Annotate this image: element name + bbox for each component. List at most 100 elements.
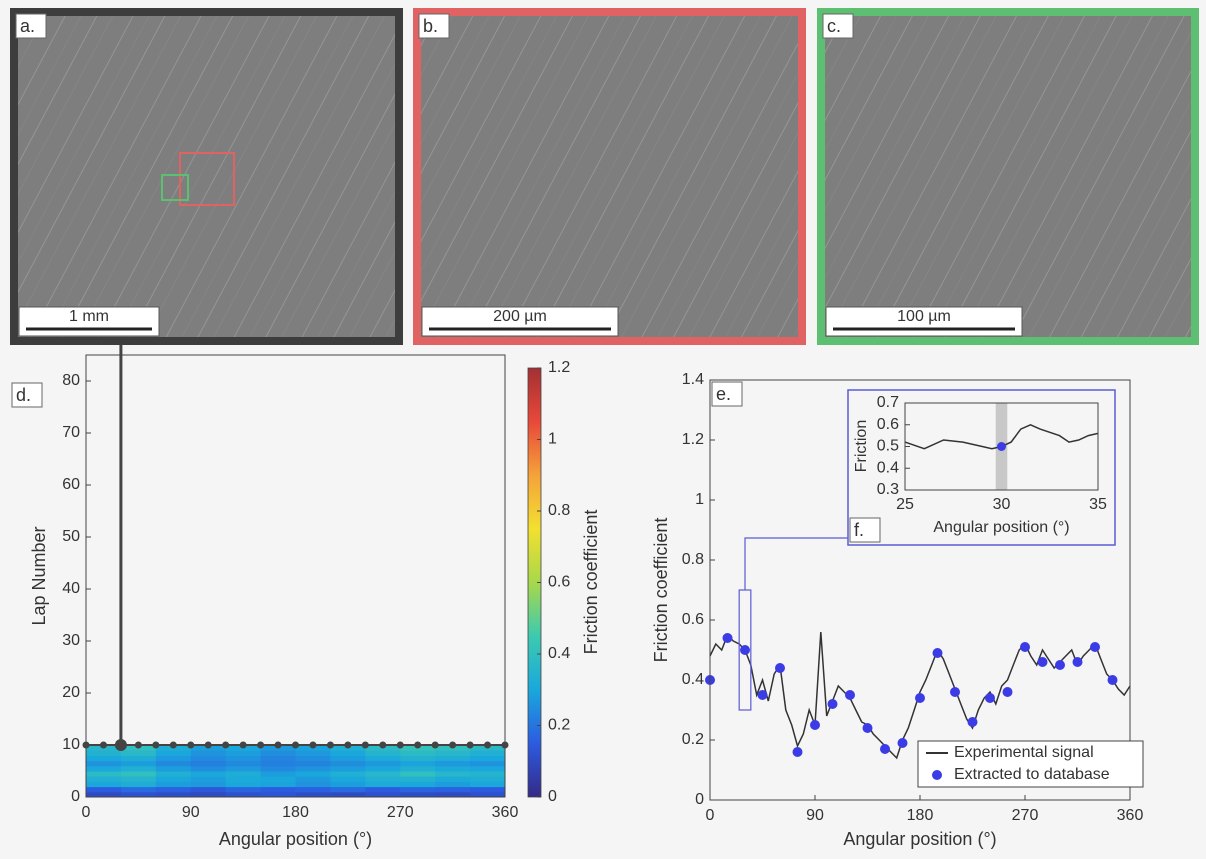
heatmap-cell <box>120 791 157 798</box>
sampled-point <box>169 741 177 749</box>
heatmap-cell <box>120 781 157 788</box>
heatmap-cell <box>190 760 227 767</box>
heatmap-cell <box>365 776 401 782</box>
sampled-point <box>152 741 160 749</box>
zoom-region-c <box>161 174 189 201</box>
heatmap-cell <box>400 755 436 762</box>
heatmap-cell <box>330 791 366 798</box>
sampled-point <box>449 741 457 749</box>
x-axis-label: Angular position (°) <box>933 519 1069 536</box>
heatmap-cell <box>470 791 506 798</box>
heatmap-cell <box>295 776 331 782</box>
heatmap-cell <box>120 750 157 756</box>
heatmap-cell <box>260 771 296 777</box>
extracted-point <box>1020 642 1030 652</box>
scale-bar-label: 200 µm <box>493 308 547 325</box>
y-tick-label: 0.8 <box>682 551 704 568</box>
y-tick-label: 0.6 <box>877 416 899 433</box>
extracted-point <box>827 699 838 709</box>
legend-label: Extracted to database <box>954 766 1110 783</box>
colorbar-tick-label: 0.4 <box>548 645 570 662</box>
heatmap-cell <box>365 771 401 777</box>
sampled-point <box>82 741 90 749</box>
image-border <box>413 8 806 345</box>
extracted-point <box>1090 642 1100 652</box>
sampled-point <box>187 741 195 749</box>
y-tick-label: 10 <box>62 736 80 753</box>
heatmap-cell <box>190 755 227 762</box>
sampled-point <box>274 741 282 749</box>
x-tick-label: 180 <box>907 807 934 824</box>
heatmap-cell <box>470 786 506 793</box>
heatmap-cell <box>86 771 122 777</box>
sampled-point <box>204 741 212 749</box>
heatmap-cell <box>470 781 506 788</box>
colorbar-tick-label: 0 <box>548 788 557 805</box>
scale-bar-box <box>18 306 160 337</box>
heatmap-cell <box>190 786 227 793</box>
heatmap-cell <box>470 760 506 767</box>
heatmap-cell <box>295 755 331 762</box>
heatmap-cell <box>470 755 506 762</box>
extracted-point <box>792 747 803 757</box>
heatmap-cell <box>260 786 296 793</box>
colorbar-tick-label: 0.8 <box>548 502 570 519</box>
heatmap-cell <box>155 786 192 793</box>
heatmap-cell <box>295 786 331 793</box>
heatmap-cell <box>330 781 366 788</box>
heatmap-cell <box>365 765 401 772</box>
y-tick-label: 0.2 <box>682 731 704 748</box>
y-axis-label: Lap Number <box>29 526 49 625</box>
zoom-region-b <box>179 152 235 206</box>
extracted-point <box>845 690 855 700</box>
heatmap-cell <box>155 791 192 798</box>
y-axis-label: Friction <box>853 420 870 472</box>
heatmap-cell <box>155 750 192 756</box>
heatmap-cell <box>86 750 122 756</box>
heatmap-cell <box>400 760 436 767</box>
sampled-point <box>396 741 404 749</box>
heatmap-cell <box>470 771 506 777</box>
heatmap-cell <box>400 786 436 793</box>
heatmap-cell <box>260 760 296 767</box>
sem-texture <box>14 12 399 341</box>
extracted-point <box>985 693 995 703</box>
heatmap-cell <box>435 760 471 767</box>
heatmap-cell <box>190 776 227 782</box>
heatmap-cell <box>260 791 296 798</box>
heatmap-cell <box>330 776 366 782</box>
heatmap-cell <box>295 765 331 772</box>
panel-label: f. <box>854 520 864 540</box>
extracted-point <box>915 693 925 703</box>
y-tick-label: 50 <box>62 528 80 545</box>
y-tick-label: 1.4 <box>682 371 704 388</box>
x-tick-label: 90 <box>182 804 200 821</box>
heatmap-cell <box>155 776 192 782</box>
highlight-point <box>114 739 127 751</box>
scale-bar-label: 100 µm <box>897 308 951 325</box>
extracted-point <box>862 723 873 733</box>
heatmap-cell <box>435 755 471 762</box>
heatmap-cell <box>365 760 401 767</box>
y-tick-label: 0 <box>695 791 704 808</box>
panel-label-box <box>849 517 881 543</box>
heatmap-cell <box>295 771 331 777</box>
heatmap-cell <box>295 750 331 756</box>
sampled-point <box>99 741 107 749</box>
sampled-point <box>466 741 474 749</box>
colorbar-tick-label: 0.2 <box>548 717 570 734</box>
sampled-point <box>501 741 509 749</box>
heatmap-cell <box>190 791 227 798</box>
sem-texture <box>417 12 802 341</box>
heatmap-cell <box>155 760 192 767</box>
axes-frame <box>904 402 1099 491</box>
heatmap-cell <box>435 771 471 777</box>
heatmap-cell <box>120 765 157 772</box>
heatmap-cell <box>365 786 401 793</box>
heatmap-cell <box>86 755 122 762</box>
sampled-point <box>361 741 369 749</box>
y-tick-label: 0.4 <box>682 671 704 688</box>
panel-label-box <box>711 381 743 407</box>
y-tick-label: 70 <box>62 424 80 441</box>
x-tick-label: 270 <box>1012 807 1039 824</box>
